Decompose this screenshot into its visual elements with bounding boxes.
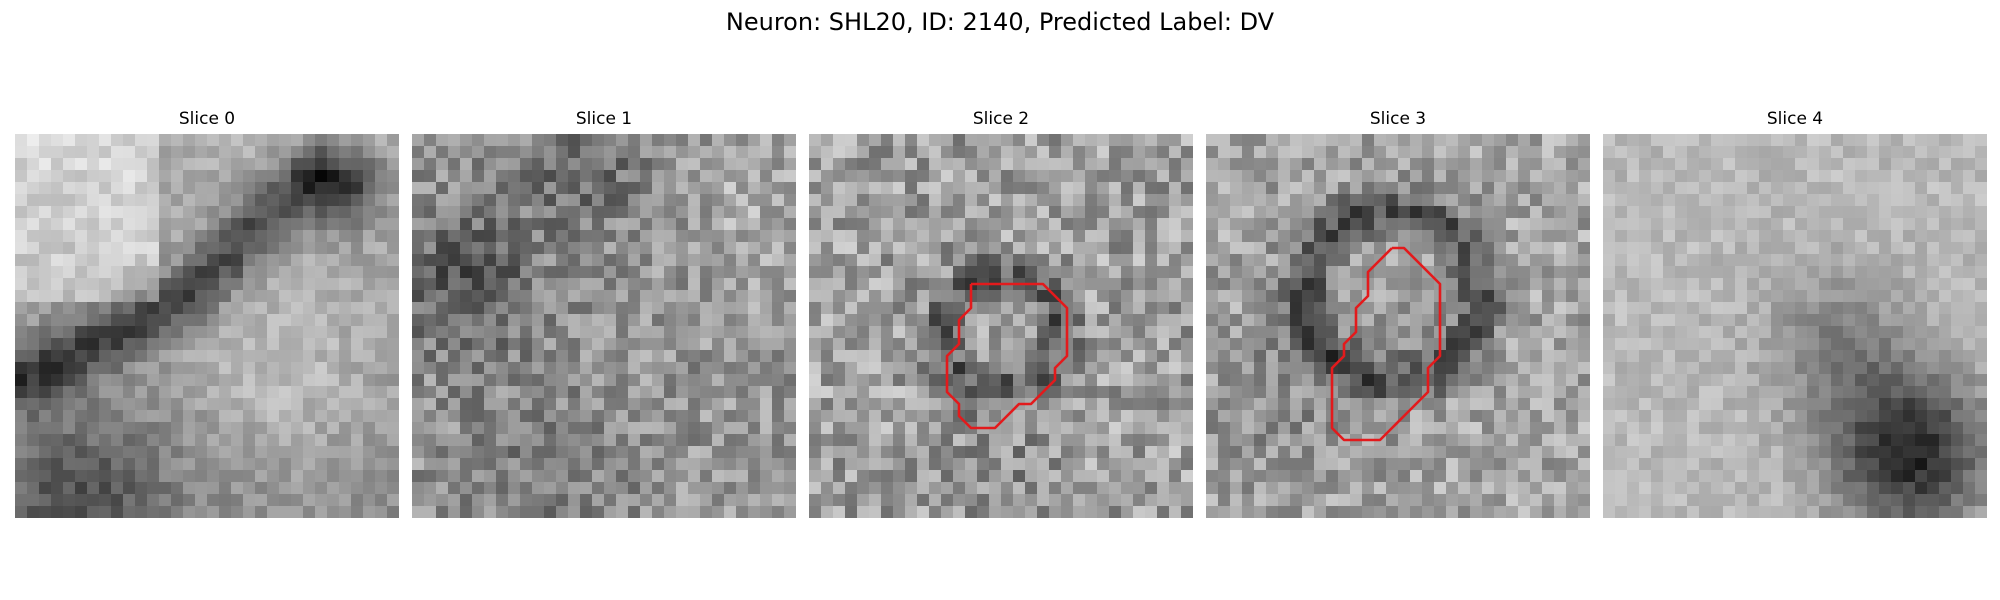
panel-title: Slice 1 <box>575 109 633 129</box>
slice-image <box>809 134 1193 518</box>
panel-slice-1: Slice 1 <box>412 108 796 518</box>
neuron-contour <box>945 282 1069 430</box>
panel-title: Slice 0 <box>178 109 236 129</box>
panel-title: Slice 4 <box>1766 109 1824 129</box>
panel-slice-0: Slice 0 <box>15 108 399 518</box>
figure-title: Neuron: SHL20, ID: 2140, Predicted Label… <box>725 8 1275 36</box>
slice-image <box>1603 134 1987 518</box>
panel-slice-3: Slice 3 <box>1206 108 1590 518</box>
slice-image <box>15 134 399 518</box>
neuron-contour <box>1330 246 1442 442</box>
panel-title: Slice 2 <box>972 109 1030 129</box>
panel-slice-4: Slice 4 <box>1603 108 1987 518</box>
panel-slice-2: Slice 2 <box>809 108 1193 518</box>
panel-title: Slice 3 <box>1369 109 1427 129</box>
slice-image <box>1206 134 1590 518</box>
slice-image <box>412 134 796 518</box>
